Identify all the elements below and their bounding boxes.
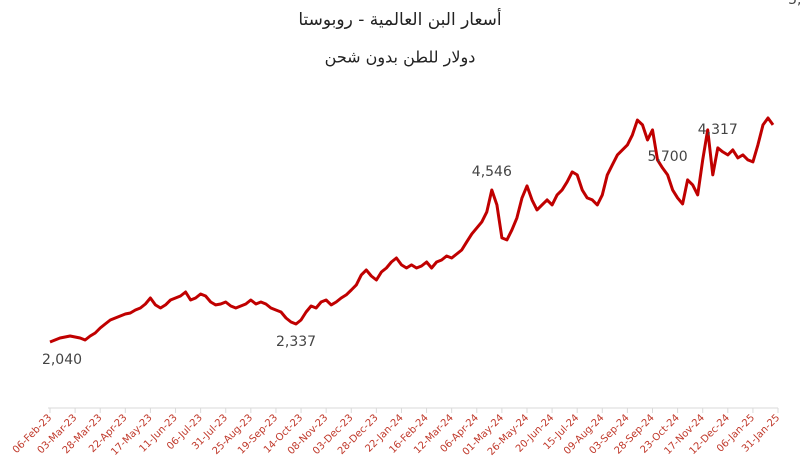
data-label: 2,040 [42,352,82,368]
chart-title: أسعار البن العالمية - روبوستا [298,8,501,30]
data-label: 4,317 [698,122,738,138]
price-line [49,116,775,344]
data-label: 5,734 [788,0,800,8]
data-label: 4,546 [472,164,512,180]
data-label: 2,337 [276,334,316,350]
chart-subtitle: دولار للطن بدون شحن [325,48,476,68]
data-label: 5,700 [648,149,688,165]
